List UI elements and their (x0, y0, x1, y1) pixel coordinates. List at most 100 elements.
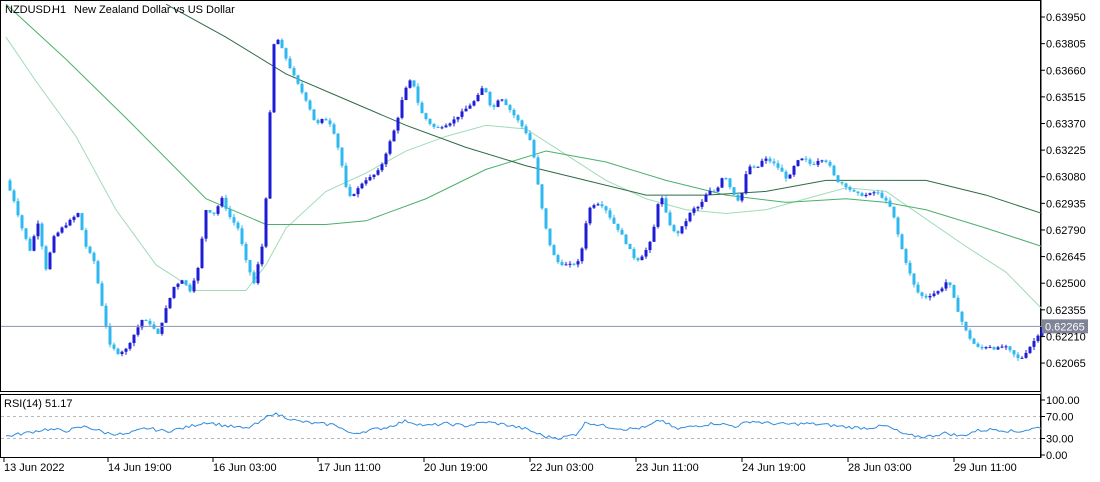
candle-body (712, 190, 716, 192)
candle-body (336, 133, 340, 148)
candle-body (428, 118, 432, 124)
candle-body (364, 180, 368, 184)
candle-body (452, 119, 456, 124)
price-tick-label: 0.62355 (1046, 305, 1086, 317)
candle-body (16, 201, 20, 216)
candle-body (624, 234, 628, 244)
candle-body (936, 291, 940, 294)
candle-body (864, 194, 868, 197)
candle-body (796, 160, 800, 166)
candle-body (256, 264, 260, 284)
candle-body (32, 236, 36, 251)
candle-body (676, 231, 680, 234)
candle-body (852, 189, 856, 192)
candle-body (396, 117, 400, 131)
candle-body (888, 200, 892, 207)
candle-body (140, 319, 144, 328)
candle-body (116, 348, 120, 355)
candle-body (952, 285, 956, 298)
candle-body (288, 58, 292, 69)
candle-body (480, 88, 484, 95)
candle-body (908, 262, 912, 274)
candle-body (96, 261, 100, 284)
candle-body (112, 344, 116, 349)
rsi-tick-label: 30.00 (1046, 434, 1074, 446)
candle-body (972, 338, 976, 344)
candle-body (448, 123, 452, 126)
candle-body (348, 186, 352, 196)
candle-body (840, 182, 844, 184)
candle-body (1020, 357, 1024, 359)
candle-body (992, 347, 996, 350)
candle-body (504, 99, 508, 106)
candle-body (156, 328, 160, 334)
candle-body (188, 284, 192, 292)
candle-body (292, 68, 296, 76)
candle-body (792, 165, 796, 175)
candle-body (100, 283, 104, 306)
candle-body (324, 118, 328, 121)
candle-body (192, 280, 196, 292)
candle-body (660, 198, 664, 205)
candle-body (60, 227, 64, 233)
candle-body (968, 330, 972, 339)
candle-body (36, 223, 40, 237)
candle-body (600, 204, 604, 207)
candle-body (508, 105, 512, 110)
candle-body (784, 171, 788, 179)
candle-body (432, 123, 436, 128)
candle-body (8, 180, 12, 191)
candle-body (264, 198, 268, 247)
candle-body (680, 226, 684, 234)
candle-body (40, 223, 44, 247)
candle-body (1000, 346, 1004, 348)
ma-slow-line (165, 3, 1043, 214)
price-tick-label: 0.63805 (1046, 39, 1086, 51)
candle-body (340, 147, 344, 166)
candle-body (88, 246, 92, 253)
candle-body (524, 126, 528, 134)
candle-body (884, 197, 888, 201)
candle-body (516, 115, 520, 121)
candle-body (220, 197, 224, 207)
candle-body (252, 272, 256, 284)
candle-body (312, 109, 316, 121)
candle-body (344, 165, 348, 187)
candle-body (648, 241, 652, 251)
candle-body (692, 208, 696, 213)
time-tick-label: 24 Jun 19:00 (742, 462, 806, 474)
price-tick-label: 0.63225 (1046, 145, 1086, 157)
candle-body (368, 177, 372, 181)
time-axis-labels: 13 Jun 2022 14 Jun 19:00 16 Jun 03:00 17 Ju… (3, 458, 1017, 474)
candle-body (560, 262, 564, 265)
candle-body (544, 208, 548, 229)
candle-body (408, 80, 412, 88)
candle-body (468, 105, 472, 109)
candle-body (372, 174, 376, 178)
candle-body (588, 207, 592, 224)
candle-body (728, 178, 732, 188)
candle-body (636, 258, 640, 261)
candle-body (272, 44, 276, 113)
candle-body (308, 100, 312, 110)
candle-body (304, 92, 308, 101)
rsi-tick-label: 100.00 (1046, 395, 1080, 407)
time-tick-label: 22 Jun 03:00 (530, 462, 594, 474)
candle-body (656, 204, 660, 227)
candle-body (780, 167, 784, 172)
price-tick-label: 0.63080 (1046, 172, 1086, 184)
candle-body (200, 238, 204, 268)
rsi-tick-label: 0.00 (1046, 450, 1067, 462)
candle-body (768, 158, 772, 162)
candle-body (520, 120, 524, 127)
candle-body (720, 178, 724, 188)
candle-body (328, 120, 332, 125)
candle-body (924, 295, 928, 298)
candle-body (204, 210, 208, 239)
candle-body (808, 159, 812, 164)
candle-body (612, 217, 616, 224)
price-axis-labels: 0.63950 0.63805 0.63660 0.63515 0.63370 0.632… (1041, 12, 1086, 370)
candle-body (812, 163, 816, 165)
ma-fast-line (5, 36, 1043, 310)
